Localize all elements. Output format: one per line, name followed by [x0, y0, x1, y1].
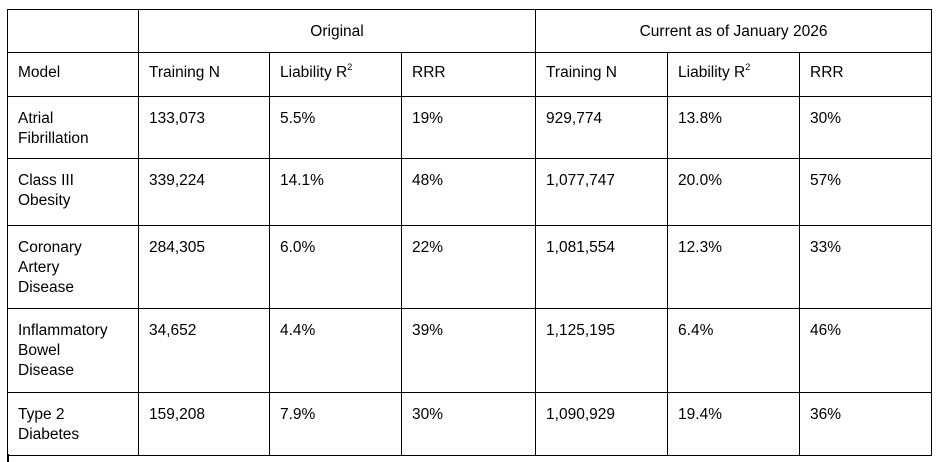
table-row: Atrial Fibrillation 133,073 5.5% 19% 929…: [7, 96, 933, 159]
model-line: Atrial: [18, 110, 54, 127]
cur-training-n-cell: 1,081,554: [535, 225, 669, 309]
cur-liability-cell: 19.4%: [667, 392, 801, 456]
model-line: Fibrillation: [18, 130, 89, 147]
model-line: Type 2: [18, 406, 65, 423]
model-line: Class III: [18, 172, 74, 189]
cur-rrr-cell: 30%: [799, 96, 933, 159]
model-line: Artery: [18, 259, 60, 276]
orig-liability-header: Liability R2: [269, 52, 402, 97]
cur-rrr-cell: 36%: [799, 392, 933, 456]
model-cell: Type 2 Diabetes: [7, 392, 139, 456]
group-header-row: Original Current as of January 2026: [7, 9, 933, 53]
orig-rrr-header: RRR: [400, 52, 537, 97]
model-line: Inflammatory: [18, 322, 108, 339]
empty-corner-cell: [7, 9, 139, 53]
model-line: Obesity: [18, 192, 71, 209]
cur-liability-header: Liability R2: [667, 52, 801, 97]
cur-liability-cell: 12.3%: [667, 225, 801, 309]
orig-training-n-cell: 159,208: [138, 392, 270, 456]
current-group-header: Current as of January 2026: [535, 9, 933, 53]
cur-liability-cell: 20.0%: [667, 158, 801, 226]
cur-training-n-cell: 1,125,195: [535, 308, 669, 393]
orig-liability-cell: 5.5%: [269, 96, 402, 159]
model-column-header: Model: [7, 52, 139, 97]
original-group-header: Original: [137, 9, 537, 53]
table-row: Inflammatory Bowel Disease 34,652 4.4% 3…: [7, 308, 933, 393]
model-line: Diabetes: [18, 426, 80, 443]
table-continuation-border: [7, 454, 9, 462]
orig-training-n-cell: 133,073: [138, 96, 270, 159]
cur-training-n-header: Training N: [535, 52, 669, 97]
cur-rrr-cell: 46%: [799, 308, 933, 393]
cur-liability-header-text: Liability R: [678, 64, 746, 81]
cur-training-n-cell: 1,077,747: [535, 158, 669, 226]
orig-rrr-cell: 39%: [400, 308, 537, 393]
model-cell: Class III Obesity: [7, 158, 139, 226]
cur-rrr-cell: 33%: [799, 225, 933, 309]
model-cell: Inflammatory Bowel Disease: [7, 308, 139, 393]
model-line: Disease: [18, 362, 74, 379]
orig-training-n-cell: 339,224: [138, 158, 270, 226]
cur-liability-cell: 6.4%: [667, 308, 801, 393]
orig-rrr-cell: 48%: [400, 158, 537, 226]
cur-training-n-cell: 1,090,929: [535, 392, 669, 456]
orig-rrr-cell: 19%: [400, 96, 537, 159]
table-row: Class III Obesity 339,224 14.1% 48% 1,07…: [7, 158, 933, 226]
orig-rrr-cell: 22%: [400, 225, 537, 309]
model-cell: Atrial Fibrillation: [7, 96, 139, 159]
model-line: Coronary: [18, 239, 82, 256]
column-header-row: Model Training N Liability R2 RRR Traini…: [7, 52, 933, 97]
orig-liability-cell: 6.0%: [269, 225, 402, 309]
table-row: Coronary Artery Disease 284,305 6.0% 22%…: [7, 225, 933, 309]
orig-liability-header-text: Liability R: [280, 64, 348, 81]
orig-liability-cell: 7.9%: [269, 392, 402, 456]
orig-liability-cell: 14.1%: [269, 158, 402, 226]
cur-rrr-cell: 57%: [799, 158, 933, 226]
model-line: Bowel: [18, 342, 61, 359]
model-line: Disease: [18, 279, 74, 296]
model-cell: Coronary Artery Disease: [7, 225, 139, 309]
cur-training-n-cell: 929,774: [535, 96, 669, 159]
cur-rrr-header: RRR: [799, 52, 933, 97]
cur-liability-cell: 13.8%: [667, 96, 801, 159]
orig-liability-cell: 4.4%: [269, 308, 402, 393]
orig-training-n-cell: 34,652: [138, 308, 270, 393]
orig-liability-header-sup: 2: [347, 62, 353, 72]
orig-rrr-cell: 30%: [400, 392, 537, 456]
table-row: Type 2 Diabetes 159,208 7.9% 30% 1,090,9…: [7, 392, 933, 456]
orig-training-n-cell: 284,305: [138, 225, 270, 309]
orig-training-n-header: Training N: [138, 52, 270, 97]
comparison-table: Original Current as of January 2026 Mode…: [7, 9, 933, 456]
cur-liability-header-sup: 2: [745, 62, 751, 72]
